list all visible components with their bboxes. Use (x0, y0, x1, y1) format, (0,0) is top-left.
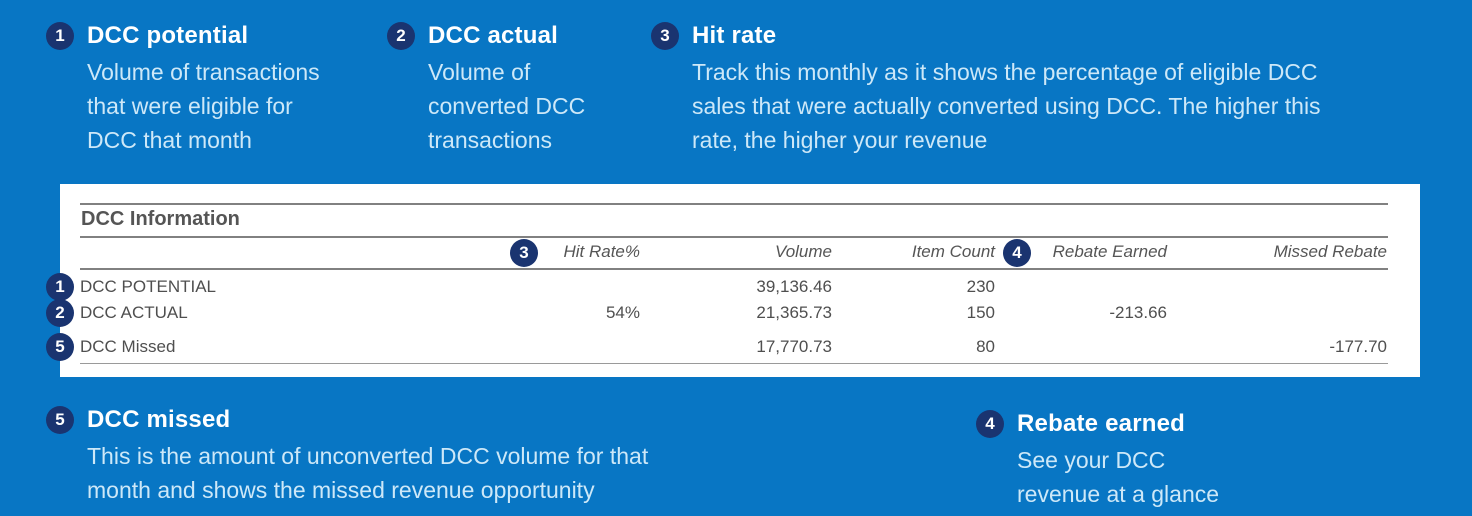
callout-rebate-earned-body: See your DCC revenue at a glance (1017, 447, 1220, 507)
cell-missed-missed-rebate: -177.70 (1329, 337, 1387, 356)
cell-actual-volume: 21,365.73 (756, 303, 832, 322)
number-1-badge-icon: 1 (46, 22, 74, 50)
number-3-badge-icon: 3 (651, 22, 679, 50)
callout-dcc-potential-head: 1 DCC potential (46, 22, 372, 50)
report-title: DCC Information (81, 208, 240, 230)
callout-dcc-missed: 5 DCC missed This is the amount of uncon… (46, 406, 777, 507)
number-4-badge-icon: 4 (1003, 239, 1031, 267)
cell-missed-volume: 17,770.73 (756, 337, 832, 356)
callout-dcc-potential-title: DCC potential (87, 22, 249, 49)
callout-dcc-missed-body: This is the amount of unconverted DCC vo… (87, 443, 649, 503)
callout-dcc-missed-head: 5 DCC missed (46, 406, 777, 434)
number-1-badge-icon: 1 (46, 273, 74, 301)
number-4-badge-icon: 4 (976, 410, 1004, 438)
number-2-badge-icon: 2 (46, 299, 74, 327)
callout-rebate-earned-head: 4 Rebate earned (976, 410, 1277, 438)
callout-dcc-potential: 1 DCC potential Volume of transactions t… (46, 22, 372, 157)
rule-above-title (80, 203, 1388, 205)
callout-dcc-actual-head: 2 DCC actual (387, 22, 618, 50)
number-5-badge-icon: 5 (46, 406, 74, 434)
cell-actual-hit-rate: 54% (605, 303, 640, 322)
callout-dcc-missed-title: DCC missed (87, 406, 231, 433)
cell-potential-item-count: 230 (966, 277, 995, 296)
cell-missed-item-count: 80 (976, 337, 995, 356)
callout-dcc-actual: 2 DCC actual Volume of converted DCC tra… (387, 22, 618, 157)
rule-below-title (80, 236, 1388, 238)
column-header-rebate-earned: Rebate Earned (1052, 242, 1167, 261)
callout-hit-rate-body: Track this monthly as it shows the perce… (692, 59, 1321, 153)
row-label-dcc-missed: DCC Missed (80, 337, 176, 356)
column-header-hit-rate: Hit Rate% (563, 242, 640, 261)
row-label-dcc-actual: DCC ACTUAL (80, 303, 188, 322)
callout-dcc-actual-title: DCC actual (428, 22, 559, 49)
cell-actual-rebate-earned: -213.66 (1109, 303, 1167, 322)
callout-hit-rate-head: 3 Hit rate (651, 22, 1432, 50)
callout-dcc-actual-body: Volume of converted DCC transactions (428, 59, 586, 153)
cell-actual-item-count: 150 (966, 303, 995, 322)
column-header-volume: Volume (774, 242, 832, 261)
number-2-badge-icon: 2 (387, 22, 415, 50)
callout-dcc-potential-body: Volume of transactions that were eligibl… (87, 59, 320, 153)
cell-potential-volume: 39,136.46 (756, 277, 832, 296)
row-label-dcc-potential: DCC POTENTIAL (80, 277, 217, 296)
number-5-badge-icon: 5 (46, 333, 74, 361)
dcc-information-panel: DCC Information 3 Hit Rate% Volume Item … (46, 184, 1420, 377)
rule-below-header (80, 268, 1388, 270)
callout-rebate-earned: 4 Rebate earned See your DCC revenue at … (976, 410, 1277, 511)
number-3-badge-icon: 3 (510, 239, 538, 267)
callout-hit-rate: 3 Hit rate Track this monthly as it show… (651, 22, 1432, 157)
column-header-item-count: Item Count (911, 242, 995, 261)
callout-rebate-earned-title: Rebate earned (1017, 410, 1185, 437)
rule-bottom (80, 363, 1388, 364)
callout-hit-rate-title: Hit rate (692, 22, 777, 49)
column-header-missed-rebate: Missed Rebate (1273, 242, 1387, 261)
